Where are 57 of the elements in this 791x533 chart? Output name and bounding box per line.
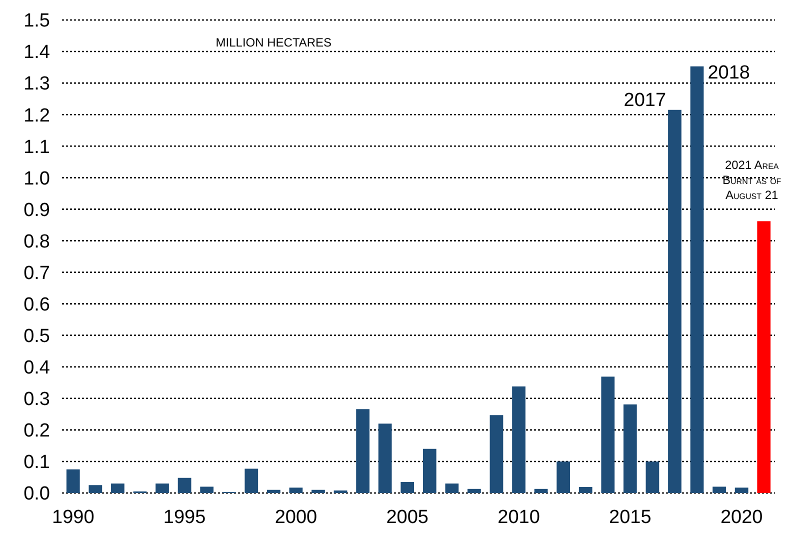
bar <box>556 461 570 493</box>
y-tick-label: 0.4 <box>24 358 50 379</box>
bar <box>734 488 748 493</box>
x-tick-label: 2000 <box>274 507 318 528</box>
bar <box>400 482 414 493</box>
annotation: 2018 <box>708 62 750 84</box>
y-tick-label: 1.5 <box>24 10 50 32</box>
bar <box>88 485 102 493</box>
y-tick-label: 0.1 <box>24 452 50 474</box>
bar <box>646 461 660 493</box>
y-axis-title: MILLION HECTARES <box>216 35 332 50</box>
bar <box>312 490 325 493</box>
y-tick-label: 1.2 <box>24 105 50 126</box>
bar <box>156 484 169 493</box>
y-tick-label: 0.8 <box>24 231 50 252</box>
x-tick-label: 1990 <box>52 507 94 528</box>
bar <box>422 448 436 493</box>
bar <box>601 376 615 493</box>
bar <box>289 488 303 493</box>
bar <box>178 478 192 493</box>
bar <box>690 66 704 493</box>
bar <box>200 486 214 493</box>
bar <box>334 490 348 493</box>
y-tick-label: 0.6 <box>24 294 50 316</box>
bar <box>468 488 481 493</box>
bar <box>111 484 124 493</box>
bar <box>378 424 392 493</box>
x-tick-label: 2015 <box>609 507 652 528</box>
bar <box>578 487 592 493</box>
y-tick-label: 0.0 <box>24 484 50 505</box>
bar <box>266 490 280 493</box>
x-tick-label: 2010 <box>498 507 540 528</box>
bar <box>445 484 459 493</box>
y-tick-label: 1.1 <box>24 136 50 158</box>
y-tick-label: 0.2 <box>24 420 50 442</box>
x-tick-label: 2005 <box>386 507 428 528</box>
y-tick-label: 1.4 <box>24 42 50 64</box>
bar <box>356 409 370 493</box>
annotation: 2017 <box>624 90 666 111</box>
bar <box>244 468 258 493</box>
bar <box>668 110 682 493</box>
x-tick-label: 1995 <box>163 507 206 528</box>
x-tick-label: 2020 <box>720 507 763 528</box>
y-tick-label: 1.3 <box>24 74 50 95</box>
bar <box>712 486 726 493</box>
bar <box>490 415 504 493</box>
y-tick-label: 0.7 <box>24 262 50 284</box>
y-tick-label: 1.0 <box>24 168 50 190</box>
bar <box>512 386 526 493</box>
y-tick-label: 0.3 <box>24 389 50 410</box>
bar <box>623 404 637 493</box>
bar <box>757 221 771 493</box>
bar <box>534 488 548 493</box>
y-tick-label: 0.9 <box>24 200 50 221</box>
y-tick-label: 0.5 <box>24 326 50 347</box>
bar <box>66 469 80 493</box>
annotation: 2021 Area Burnt as of August 21 <box>722 158 782 202</box>
